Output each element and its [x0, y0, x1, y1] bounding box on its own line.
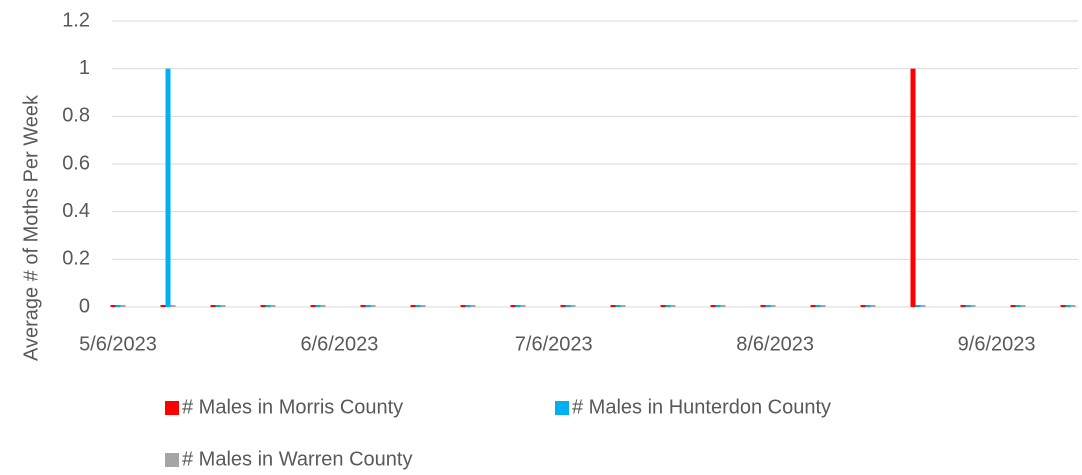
bar — [670, 305, 676, 307]
bar — [1020, 305, 1026, 307]
x-tick-label: 9/6/2023 — [958, 333, 1036, 355]
bar — [665, 305, 671, 307]
bar — [365, 305, 371, 307]
bar — [1060, 305, 1066, 307]
bar — [215, 305, 221, 307]
bar — [1010, 305, 1016, 307]
bar — [370, 305, 376, 307]
bar — [315, 305, 321, 307]
bar — [115, 305, 121, 307]
y-tick-label: 0.4 — [62, 200, 90, 222]
bar — [560, 305, 566, 307]
bar — [120, 305, 126, 307]
bar — [760, 305, 766, 307]
bar — [110, 305, 116, 307]
bar — [520, 305, 526, 307]
x-tick-label: 6/6/2023 — [300, 333, 378, 355]
bar — [865, 305, 871, 307]
bar — [915, 305, 921, 307]
bar — [265, 305, 271, 307]
y-tick-label: 0.2 — [62, 248, 90, 270]
legend-label: # Males in Morris County — [182, 396, 403, 418]
bar — [765, 305, 771, 307]
bar — [270, 305, 276, 307]
x-tick-label: 7/6/2023 — [515, 333, 593, 355]
bar — [620, 305, 626, 307]
bar — [710, 305, 716, 307]
bar — [360, 305, 366, 307]
bar — [260, 305, 266, 307]
bar — [910, 68, 916, 308]
bar — [165, 68, 171, 308]
bar — [610, 305, 616, 307]
bar — [1015, 305, 1021, 307]
bar — [770, 305, 776, 307]
bar — [170, 305, 176, 307]
bar — [715, 305, 721, 307]
bar — [660, 305, 666, 307]
bar — [510, 305, 516, 307]
y-tick-label: 0 — [79, 295, 90, 317]
bar — [460, 305, 466, 307]
bar — [415, 305, 421, 307]
bar — [970, 305, 976, 307]
bar — [310, 305, 316, 307]
bar — [160, 305, 166, 307]
bar — [470, 305, 476, 307]
x-tick-label: 5/6/2023 — [79, 333, 157, 355]
bar — [515, 305, 521, 307]
bar — [220, 305, 226, 307]
y-tick-label: 0.8 — [62, 105, 90, 127]
bar — [320, 305, 326, 307]
bar — [860, 305, 866, 307]
bar — [960, 305, 966, 307]
legend-label: # Males in Hunterdon County — [572, 396, 831, 418]
bar — [410, 305, 416, 307]
bar — [810, 305, 816, 307]
bar — [820, 305, 826, 307]
bar — [815, 305, 821, 307]
bar — [570, 305, 576, 307]
bar — [420, 305, 426, 307]
x-tick-label: 8/6/2023 — [736, 333, 814, 355]
y-tick-label: 1 — [79, 57, 90, 79]
legend-swatch — [165, 401, 179, 415]
bar — [965, 305, 971, 307]
bar — [920, 305, 926, 307]
legend-swatch — [165, 453, 179, 467]
y-tick-label: 0.6 — [62, 152, 90, 174]
legend-swatch — [555, 401, 569, 415]
bar — [1070, 305, 1076, 307]
bar — [1065, 305, 1071, 307]
bar — [565, 305, 571, 307]
bar — [210, 305, 216, 307]
bar — [615, 305, 621, 307]
y-axis-title: Average # of Moths Per Week — [20, 94, 42, 361]
bar — [720, 305, 726, 307]
y-tick-label: 1.2 — [62, 9, 90, 31]
bar — [870, 305, 876, 307]
bar — [465, 305, 471, 307]
legend-label: # Males in Warren County — [182, 448, 412, 470]
